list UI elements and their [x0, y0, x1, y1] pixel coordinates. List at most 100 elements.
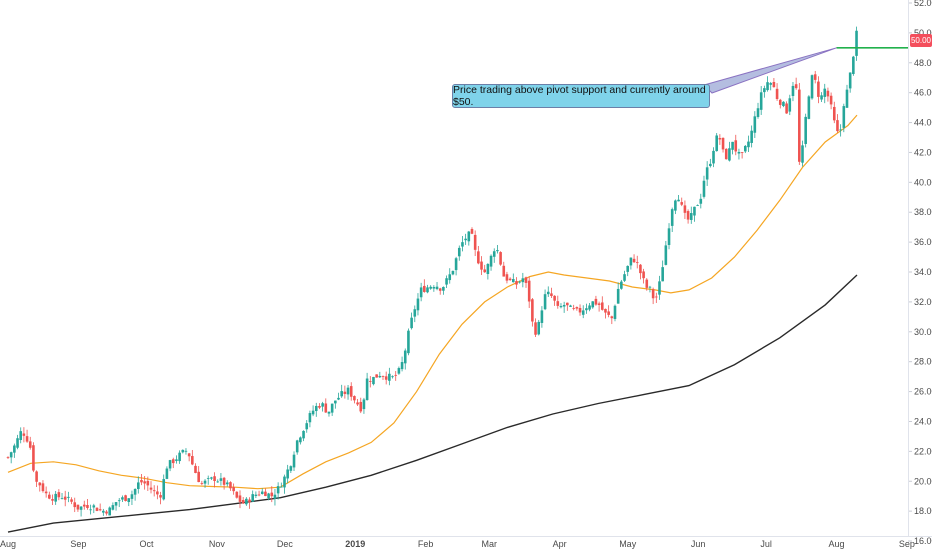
- candle-body: [229, 482, 232, 489]
- candle-body: [775, 88, 779, 99]
- candle-body: [368, 381, 372, 382]
- y-tick-label: 34.00: [914, 267, 932, 277]
- candle-body: [562, 304, 566, 307]
- candle-body: [740, 152, 744, 153]
- annotation-callout[interactable]: Price trading above pivot support and cu…: [452, 84, 710, 108]
- y-tick-label: 50.00: [914, 28, 932, 38]
- candle-body: [645, 279, 649, 288]
- candle-body: [302, 430, 305, 439]
- candle-body: [216, 481, 220, 483]
- candle-body: [423, 285, 426, 292]
- candle-body: [626, 265, 630, 272]
- candle-body: [114, 502, 118, 506]
- candle-body: [546, 291, 550, 295]
- candle-body: [70, 499, 73, 502]
- candle-body: [381, 376, 385, 377]
- candle-body: [721, 137, 725, 150]
- candle-body: [778, 99, 782, 105]
- candle-body: [210, 477, 213, 479]
- candle-body: [540, 310, 544, 323]
- candle-body: [299, 437, 302, 443]
- candle-body: [855, 30, 858, 56]
- candle-body: [845, 89, 849, 108]
- candle-body: [743, 145, 747, 152]
- candle-body: [600, 302, 604, 310]
- candle-body: [79, 506, 83, 510]
- y-tick-label: 18.00: [914, 506, 932, 516]
- candle-body: [127, 498, 131, 503]
- candle-body: [782, 101, 785, 107]
- candle-body: [194, 465, 197, 473]
- candle-body: [48, 494, 51, 499]
- candle-body: [734, 140, 738, 152]
- candle-body: [559, 306, 563, 308]
- candle-body: [413, 309, 417, 317]
- candle-body: [502, 265, 506, 277]
- candle-body: [346, 387, 350, 395]
- candle-body: [168, 460, 172, 469]
- candle-body: [136, 482, 140, 490]
- candle-body: [480, 261, 483, 270]
- candle-body: [375, 374, 378, 378]
- candle-body: [191, 456, 194, 465]
- candle-body: [16, 438, 19, 448]
- candle-body: [467, 231, 471, 242]
- candle-body: [823, 88, 827, 97]
- candle-body: [159, 495, 162, 498]
- candle-body: [200, 483, 204, 484]
- callout-pointer: [703, 47, 837, 94]
- y-tick-label: 42.00: [914, 147, 932, 157]
- candle-body: [175, 459, 178, 461]
- candle-body: [140, 479, 143, 483]
- moving-average-line: [7, 274, 858, 533]
- candle-body: [651, 289, 655, 299]
- candle-body: [759, 92, 763, 110]
- candle-body: [620, 281, 623, 289]
- candle-body: [604, 308, 607, 313]
- candle-body: [257, 494, 261, 496]
- candle-body: [689, 213, 693, 220]
- x-tick-label: Sep: [70, 539, 86, 549]
- x-tick-label: Oct: [139, 539, 154, 549]
- candle-body: [737, 151, 741, 154]
- candle-body: [731, 141, 734, 150]
- candle-body: [286, 469, 289, 479]
- candle-body: [165, 468, 169, 479]
- candle-body: [664, 245, 668, 265]
- candle-body: [219, 478, 223, 481]
- candle-body: [798, 89, 801, 162]
- candle-body: [388, 373, 391, 381]
- y-tick-label: 24.00: [914, 416, 932, 426]
- y-tick-label: 44.00: [914, 118, 932, 128]
- candle-body: [442, 286, 445, 291]
- candle-body: [750, 130, 753, 143]
- y-tick-label: 30.00: [914, 327, 932, 337]
- candle-body: [60, 498, 64, 499]
- candle-body: [677, 199, 680, 202]
- x-tick-label: Aug: [0, 539, 16, 549]
- candle-body: [791, 85, 795, 97]
- candle-body: [410, 317, 413, 329]
- candle-body: [470, 229, 474, 234]
- candle-body: [715, 135, 718, 152]
- y-tick-label: 48.00: [914, 58, 932, 68]
- candle-body: [130, 494, 134, 499]
- candle-body: [67, 496, 70, 498]
- candle-body: [581, 310, 585, 315]
- candle-body: [54, 493, 57, 502]
- candle-body: [419, 287, 423, 298]
- candle-body: [343, 391, 347, 394]
- candle-body: [235, 491, 239, 498]
- candle-body: [508, 278, 512, 281]
- candle-body: [438, 288, 442, 291]
- candle-body: [321, 403, 324, 407]
- y-tick-label: 52.00: [914, 0, 932, 8]
- candle-body: [454, 258, 458, 271]
- candle-body: [407, 330, 410, 354]
- candle-body: [756, 108, 760, 117]
- candle-body: [705, 167, 709, 180]
- candle-body: [232, 487, 235, 492]
- candle-body: [512, 279, 515, 283]
- candle-body: [318, 405, 321, 408]
